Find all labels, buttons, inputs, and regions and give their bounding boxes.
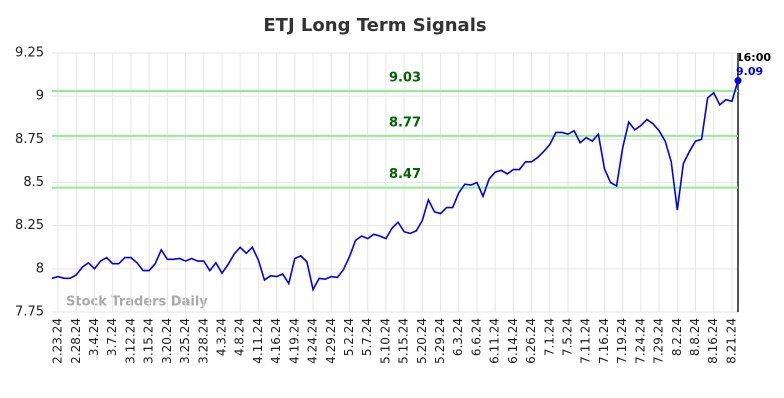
x-tick-label: 3.12.24: [123, 318, 137, 364]
x-tick-label: 3.25.24: [178, 318, 192, 364]
y-tick-label: 9: [36, 89, 44, 104]
x-tick-label: 5.10.24: [378, 318, 392, 364]
x-tick-label: 8.8.24: [688, 318, 702, 356]
price-line: [51, 80, 739, 292]
y-tick-label: 9.25: [15, 46, 44, 61]
x-tick-label: 8.21.24: [724, 318, 738, 364]
x-tick-label: 5.7.24: [360, 318, 374, 356]
x-tick-label: 2.23.24: [51, 318, 65, 364]
x-tick-label: 4.3.24: [214, 318, 228, 356]
x-tick-label: 3.7.24: [105, 318, 119, 356]
signal-label: 9.03: [389, 70, 421, 85]
x-tick-label: 8.16.24: [706, 318, 720, 364]
x-tick-label: 7.29.24: [652, 318, 666, 364]
x-tick-label: 2.28.24: [69, 318, 83, 364]
x-tick-label: 3.4.24: [87, 318, 101, 356]
x-tick-label: 5.29.24: [433, 318, 447, 364]
y-tick-label: 8: [36, 261, 44, 276]
time-label: 16:00: [736, 51, 771, 64]
x-tick-label: 7.19.24: [615, 318, 629, 364]
x-tick-label: 6.11.24: [488, 318, 502, 364]
x-tick-label: 5.20.24: [415, 318, 429, 364]
x-tick-label: 7.24.24: [633, 318, 647, 364]
x-tick-label: 3.28.24: [196, 318, 210, 364]
watermark: Stock Traders Daily: [66, 295, 208, 310]
x-tick-label: 5.2.24: [342, 318, 356, 356]
chart-title: ETJ Long Term Signals: [263, 15, 486, 36]
x-tick-label: 5.15.24: [397, 318, 411, 364]
x-tick-label: 7.11.24: [579, 318, 593, 364]
x-tick-label: 4.8.24: [233, 318, 247, 356]
x-tick-label: 8.2.24: [670, 318, 684, 356]
y-tick-label: 8.75: [15, 132, 44, 147]
x-tick-label: 4.16.24: [269, 318, 283, 364]
x-tick-label: 6.3.24: [451, 318, 465, 356]
x-tick-label: 4.11.24: [251, 318, 265, 364]
x-tick-label: 4.29.24: [324, 318, 338, 364]
last-point: [734, 77, 742, 85]
y-tick-label: 7.75: [15, 305, 44, 320]
x-tick-label: 4.24.24: [306, 318, 320, 364]
signal-label: 8.77: [389, 115, 421, 130]
x-tick-label: 7.16.24: [597, 318, 611, 364]
x-tick-label: 7.5.24: [561, 318, 575, 356]
y-tick-label: 8.25: [15, 218, 44, 233]
x-tick-label: 4.19.24: [287, 318, 301, 364]
x-tick-label: 3.20.24: [160, 318, 174, 364]
x-tick-label: 3.15.24: [142, 318, 156, 364]
x-tick-label: 7.1.24: [542, 318, 556, 356]
signal-label: 8.47: [389, 167, 421, 182]
y-tick-label: 8.5: [23, 175, 44, 190]
x-tick-label: 6.6.24: [469, 318, 483, 356]
x-tick-label: 6.26.24: [524, 318, 538, 364]
x-tick-label: 6.14.24: [506, 318, 520, 364]
last-value-label: 9.09: [736, 65, 763, 78]
